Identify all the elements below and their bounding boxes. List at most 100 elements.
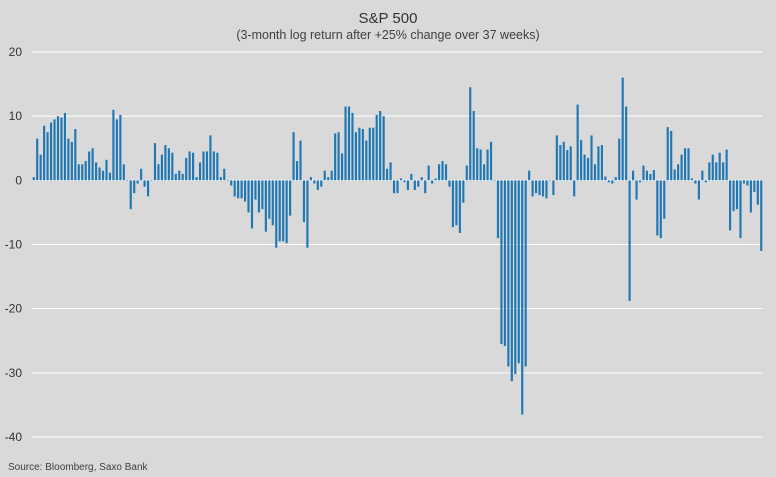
bar (386, 168, 389, 181)
bar (334, 133, 337, 181)
bar (638, 180, 642, 183)
bar (753, 180, 756, 192)
bar (420, 177, 423, 181)
bar (614, 177, 617, 181)
bar (70, 141, 73, 181)
bar (514, 180, 517, 375)
bar (521, 180, 524, 415)
bar (413, 180, 416, 190)
bar (140, 168, 143, 181)
bar (226, 180, 229, 181)
bar (749, 180, 752, 213)
bar (600, 145, 603, 181)
bar (683, 148, 687, 181)
bar (185, 157, 188, 181)
bar (223, 168, 226, 181)
bar (472, 111, 475, 181)
bar (465, 165, 468, 181)
bar (552, 180, 555, 196)
bar (372, 127, 375, 181)
bar (74, 129, 77, 181)
bar (628, 180, 631, 301)
bar (687, 148, 690, 181)
bar (382, 116, 385, 181)
bar (320, 180, 323, 187)
bar (60, 117, 63, 181)
bar (171, 152, 174, 181)
bar (243, 180, 247, 202)
bar (739, 180, 742, 239)
bar (708, 162, 711, 181)
bar (289, 180, 292, 216)
bar (261, 180, 264, 210)
bar (597, 146, 600, 181)
bar (517, 180, 520, 364)
bar (625, 106, 628, 181)
bar (711, 154, 714, 181)
bar (555, 135, 558, 181)
bar (98, 167, 101, 181)
bar (216, 152, 219, 181)
bar (56, 116, 60, 181)
bar (559, 145, 562, 181)
bar (150, 180, 153, 181)
bar (493, 180, 496, 181)
bar (306, 180, 309, 248)
bar (732, 180, 735, 212)
bar (43, 125, 46, 181)
bar (119, 114, 122, 181)
bar (344, 106, 347, 181)
bar (347, 106, 351, 181)
bar (95, 162, 98, 181)
bar (254, 180, 257, 200)
bar (389, 162, 392, 181)
bar (458, 180, 461, 233)
bar (313, 180, 316, 184)
bar (406, 180, 409, 190)
source-note: Source: Bloomberg, Saxo Bank (8, 462, 148, 473)
bar (496, 180, 500, 239)
bar (237, 180, 240, 199)
gridlines (32, 51, 763, 438)
bar (486, 149, 489, 181)
bar (365, 140, 368, 181)
bar (133, 180, 136, 194)
bar (448, 180, 451, 187)
bar (431, 180, 434, 184)
bar (195, 177, 198, 181)
bar (725, 149, 728, 181)
y-tick-label: -30 (5, 366, 23, 380)
bar (489, 141, 493, 181)
bar (340, 153, 344, 181)
bar (233, 180, 236, 197)
bar (205, 151, 209, 181)
bar (354, 132, 357, 181)
bar (323, 170, 326, 181)
bar (677, 164, 680, 181)
bar (680, 154, 683, 181)
chart-subtitle: (3-month log return after +25% change ov… (236, 28, 539, 42)
bar (53, 119, 56, 181)
bar (483, 164, 486, 181)
bar (649, 173, 652, 181)
bar (742, 180, 746, 184)
bar (451, 180, 455, 228)
bar (108, 172, 112, 181)
bar (507, 180, 510, 367)
bar (756, 180, 759, 205)
bar (528, 170, 531, 181)
bar (735, 180, 739, 210)
bar (257, 180, 260, 213)
bar (583, 154, 586, 181)
bar (146, 180, 150, 197)
bar (673, 169, 676, 181)
bar (302, 180, 306, 223)
bar (63, 112, 66, 181)
bar (586, 157, 590, 181)
bar (285, 180, 288, 244)
bar (129, 180, 132, 210)
bar (632, 170, 635, 181)
bar (462, 180, 465, 203)
bar (604, 176, 607, 181)
